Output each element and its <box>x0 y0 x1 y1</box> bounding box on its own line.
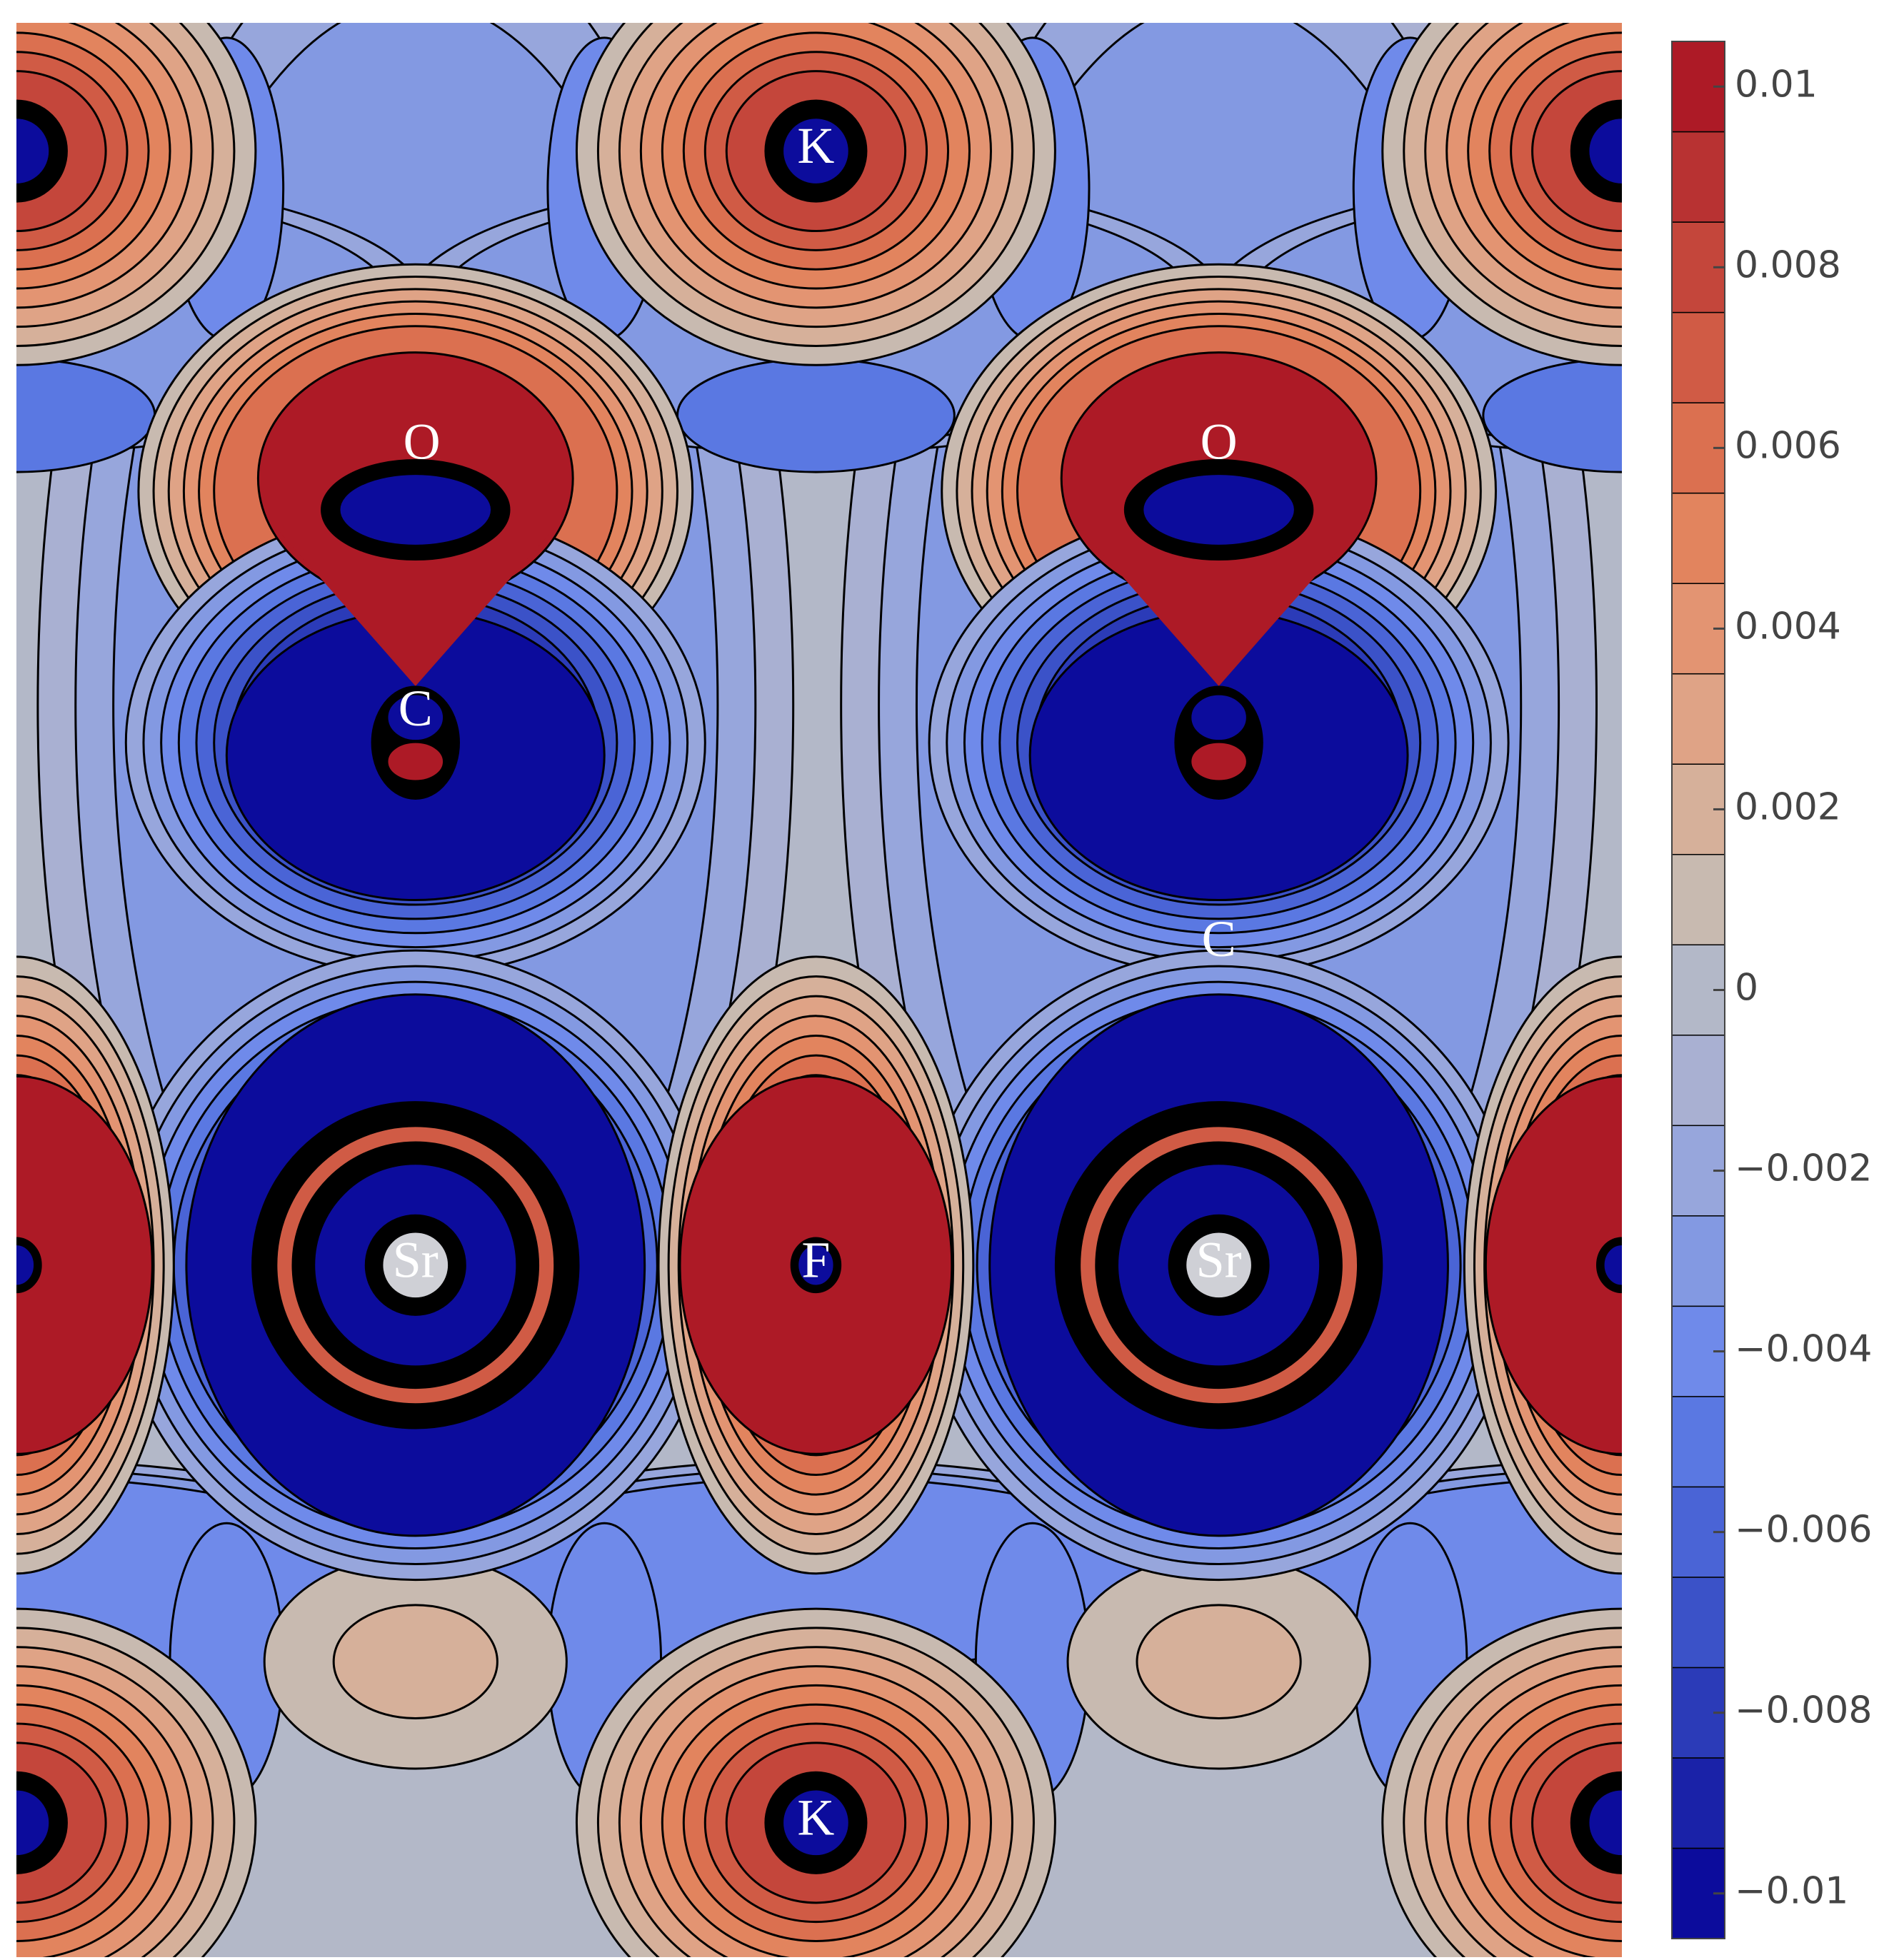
contour-region <box>1080 528 1358 686</box>
colorbar-band <box>1671 492 1725 584</box>
atom-label: C <box>1202 910 1236 968</box>
atom-label: Sr <box>1196 1231 1242 1288</box>
colorbar-tick-label: 0.008 <box>1735 243 1841 286</box>
atom-label: F <box>801 1231 830 1288</box>
colorbar-band <box>1671 1305 1725 1397</box>
contour-region <box>783 1789 849 1856</box>
contour-region <box>276 528 554 686</box>
colorbar-band <box>1671 1396 1725 1488</box>
contour-region <box>16 1075 154 1455</box>
contour-region <box>339 474 492 546</box>
atom-label: C <box>399 680 433 737</box>
colorbar-tick-label: −0.004 <box>1735 1328 1872 1371</box>
atom-label: K <box>797 1789 834 1846</box>
contour-region <box>1588 118 1622 184</box>
colorbar-tick-label: 0.006 <box>1735 424 1841 467</box>
contour-region <box>1191 742 1247 781</box>
colorbar-tick-label: −0.008 <box>1735 1689 1872 1732</box>
contour-region <box>1186 1232 1252 1299</box>
contour-region <box>332 1604 498 1719</box>
colorbar-tick-label: 0.002 <box>1735 785 1841 828</box>
colorbar-band <box>1671 131 1725 223</box>
colorbar-tick-label: −0.006 <box>1735 1509 1872 1552</box>
contour-region <box>1136 1604 1302 1719</box>
colorbar-band <box>1671 1757 1725 1849</box>
contour-region <box>783 118 849 184</box>
atom-label: K <box>797 117 834 174</box>
colorbar-band <box>1671 1215 1725 1307</box>
contour-region <box>387 742 444 781</box>
contour-region <box>16 118 50 184</box>
atom-label: O <box>404 413 441 470</box>
contour-region <box>1484 1075 1622 1455</box>
contour-region <box>1191 694 1247 741</box>
contour-region <box>676 357 956 473</box>
colorbar-tick-label: 0.004 <box>1735 605 1841 648</box>
colorbar: −0.01 −0.008 −0.006 −0.004 −0.002 0 0.002 0.004… <box>1671 41 1872 1939</box>
contour-region <box>382 1232 449 1299</box>
colorbar-band <box>1671 673 1725 765</box>
atom-label: Sr <box>393 1231 439 1288</box>
colorbar-band <box>1671 311 1725 403</box>
contour-region <box>1603 1245 1622 1286</box>
colorbar-band <box>1671 1035 1725 1127</box>
colorbar-tick-label: −0.002 <box>1735 1147 1872 1190</box>
colorbar-tick-label: 0.01 <box>1735 63 1818 106</box>
contour-region <box>1143 474 1295 546</box>
colorbar-tick-label: −0.01 <box>1735 1870 1848 1913</box>
atom-label: O <box>1201 413 1238 470</box>
contour-region <box>387 694 444 741</box>
contour-region <box>16 1245 35 1286</box>
colorbar-band <box>1671 1577 1725 1669</box>
contour-region <box>16 1789 50 1856</box>
colorbar-tick-label: 0 <box>1735 967 1758 1010</box>
contour-region <box>1588 1789 1622 1856</box>
contour-region <box>798 1245 834 1286</box>
colorbar-band <box>1671 853 1725 945</box>
